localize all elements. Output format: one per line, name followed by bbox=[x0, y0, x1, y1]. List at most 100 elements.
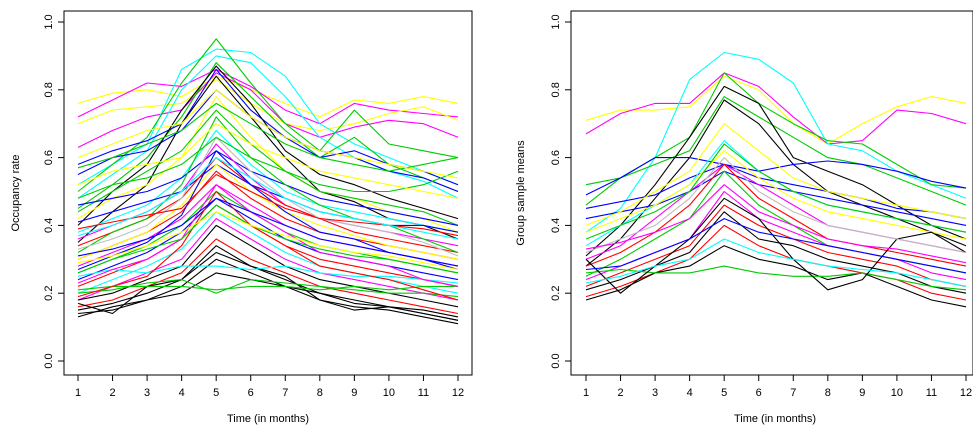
series-lines bbox=[585, 51, 967, 308]
series-line-25 bbox=[585, 218, 967, 274]
series-line-28 bbox=[77, 238, 459, 315]
y-tick-label: 0.6 bbox=[550, 150, 562, 165]
x-tick-label: 1 bbox=[583, 387, 589, 399]
series-line-5 bbox=[77, 55, 459, 199]
x-tick-label: 5 bbox=[721, 387, 727, 399]
y-tick-label: 0.4 bbox=[550, 218, 562, 233]
x-tick-label: 8 bbox=[317, 387, 323, 399]
series-line-8 bbox=[585, 163, 967, 220]
occupancy-rate-chart: 1 2 3 4 5 6 7 8 9 10 11 12 0.00.20.40.60.81.0 Time … bbox=[10, 10, 473, 425]
series-line-1 bbox=[77, 68, 459, 125]
series-line-19 bbox=[585, 245, 967, 308]
x-tick-label: 11 bbox=[926, 387, 937, 399]
x-tick-label: 5 bbox=[213, 387, 219, 399]
series-line-22 bbox=[585, 157, 967, 254]
series-line-7 bbox=[585, 157, 967, 196]
series-line-20 bbox=[585, 265, 967, 291]
series-line-0 bbox=[77, 75, 459, 118]
series-line-40 bbox=[77, 136, 459, 257]
series-line-27 bbox=[585, 184, 967, 264]
y-tick-label: 1.0 bbox=[43, 14, 55, 29]
series-line-44 bbox=[77, 123, 459, 199]
x-axis-title: Time (in months) bbox=[227, 413, 309, 425]
y-tick-label: 1.0 bbox=[550, 14, 562, 29]
x-axis-title: Time (in months) bbox=[734, 413, 816, 425]
y-axis: 0.0 0.2 0.4 0.6 0.8 1.0 bbox=[550, 14, 571, 369]
series-line-33 bbox=[77, 285, 458, 291]
series-line-2 bbox=[585, 51, 967, 233]
plot-frame bbox=[63, 10, 473, 376]
x-tick-label: 12 bbox=[960, 387, 972, 399]
series-line-4 bbox=[585, 96, 967, 206]
series-lines bbox=[77, 38, 459, 325]
y-tick-label: 0.2 bbox=[43, 286, 55, 301]
series-line-36 bbox=[77, 190, 459, 301]
series-line-35 bbox=[77, 265, 459, 284]
y-tick-label: 0.6 bbox=[43, 150, 55, 165]
series-line-29 bbox=[77, 251, 459, 318]
series-line-3 bbox=[77, 72, 459, 148]
y-tick-label: 0.0 bbox=[43, 353, 55, 368]
x-tick-label: 4 bbox=[687, 387, 693, 399]
series-line-27 bbox=[77, 224, 459, 308]
x-tick-label: 2 bbox=[617, 387, 623, 399]
series-line-9 bbox=[77, 89, 459, 193]
x-tick-label: 3 bbox=[144, 387, 150, 399]
x-axis: 1 2 3 4 5 6 7 8 9 10 11 12 bbox=[75, 375, 464, 399]
series-line-43 bbox=[77, 102, 459, 172]
series-line-32 bbox=[77, 245, 459, 321]
x-tick-label: 11 bbox=[418, 387, 429, 399]
series-line-16 bbox=[585, 204, 967, 287]
x-axis: 1 2 3 4 5 6 7 8 9 10 11 12 bbox=[583, 375, 972, 399]
series-line-39 bbox=[77, 116, 459, 254]
y-tick-label: 0.0 bbox=[550, 353, 562, 368]
series-line-7 bbox=[77, 62, 459, 209]
x-tick-label: 1 bbox=[75, 387, 81, 399]
x-tick-label: 9 bbox=[351, 387, 357, 399]
series-line-24 bbox=[585, 123, 967, 226]
y-axis-title: Group sample means bbox=[515, 140, 527, 246]
series-line-6 bbox=[585, 99, 967, 267]
series-line-45 bbox=[77, 89, 459, 179]
y-tick-label: 0.8 bbox=[550, 82, 562, 97]
series-line-48 bbox=[77, 211, 459, 271]
series-line-21 bbox=[585, 197, 967, 294]
y-axis: 0.0 0.2 0.4 0.6 0.8 1.0 bbox=[43, 14, 64, 369]
x-tick-label: 6 bbox=[248, 387, 254, 399]
series-line-46 bbox=[77, 204, 459, 274]
series-line-34 bbox=[77, 279, 459, 298]
x-tick-label: 2 bbox=[109, 387, 115, 399]
x-tick-label: 12 bbox=[452, 387, 464, 399]
x-tick-label: 3 bbox=[652, 387, 658, 399]
series-line-11 bbox=[585, 150, 967, 240]
y-tick-label: 0.8 bbox=[43, 82, 55, 97]
series-line-26 bbox=[77, 218, 459, 301]
series-line-2 bbox=[77, 79, 459, 132]
series-line-47 bbox=[77, 197, 459, 267]
series-line-42 bbox=[77, 136, 459, 199]
series-line-15 bbox=[77, 150, 459, 226]
series-line-31 bbox=[77, 272, 459, 325]
series-line-37 bbox=[77, 184, 459, 287]
series-line-22 bbox=[77, 163, 459, 260]
series-line-26 bbox=[585, 238, 967, 287]
series-line-13 bbox=[585, 163, 967, 267]
series-line-1 bbox=[585, 72, 967, 145]
x-tick-label: 9 bbox=[859, 387, 865, 399]
series-line-0 bbox=[585, 75, 967, 145]
x-tick-label: 6 bbox=[756, 387, 762, 399]
x-tick-label: 7 bbox=[282, 387, 288, 399]
group-sample-means-chart: 1 2 3 4 5 6 7 8 9 10 11 12 0.00.20.40.60.81.0 Time … bbox=[515, 10, 973, 425]
x-tick-label: 7 bbox=[790, 387, 796, 399]
y-tick-label: 0.4 bbox=[43, 218, 55, 233]
series-line-41 bbox=[77, 173, 459, 237]
y-axis-title: Occupancy rate bbox=[10, 154, 22, 231]
x-tick-label: 4 bbox=[179, 387, 185, 399]
series-line-49 bbox=[77, 157, 459, 240]
series-line-23 bbox=[585, 143, 967, 240]
x-tick-label: 10 bbox=[891, 387, 903, 399]
series-line-23 bbox=[77, 197, 459, 281]
plot-frame bbox=[570, 10, 973, 376]
x-tick-label: 8 bbox=[825, 387, 831, 399]
